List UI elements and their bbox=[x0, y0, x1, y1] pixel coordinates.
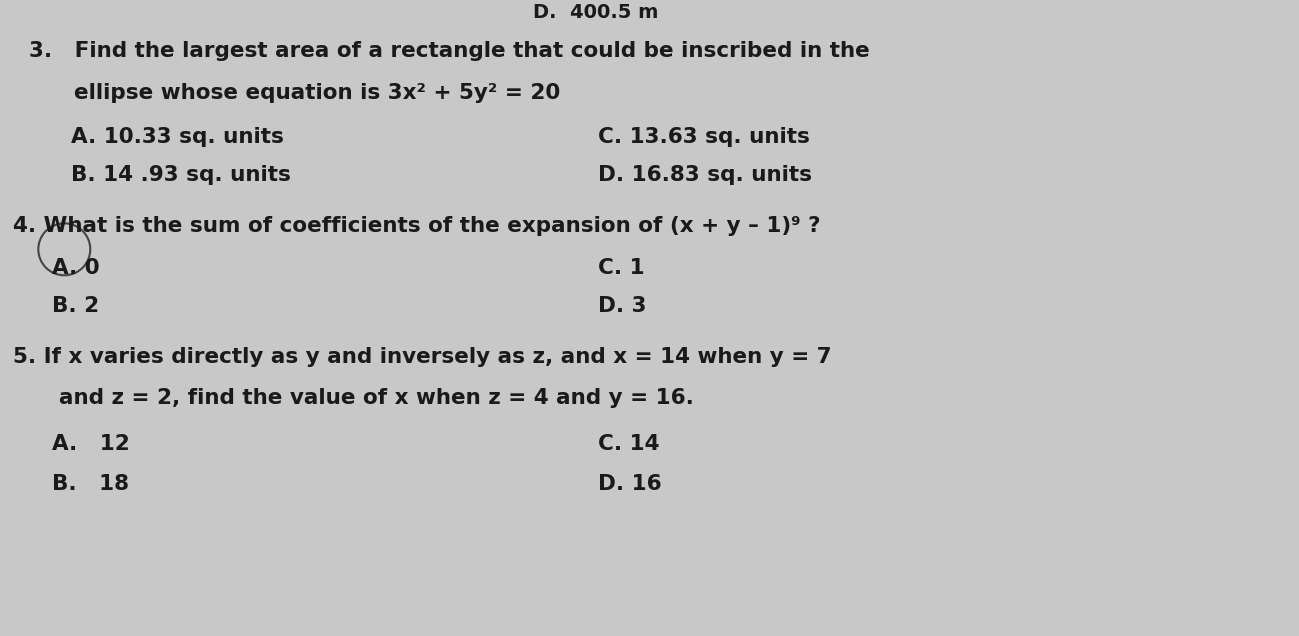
Text: C. 14: C. 14 bbox=[598, 434, 659, 453]
Text: A.   12: A. 12 bbox=[52, 434, 130, 453]
Text: 3.   Find the largest area of a rectangle that could be inscribed in the: 3. Find the largest area of a rectangle … bbox=[29, 41, 869, 61]
Text: 4. What is the sum of coefficients of the expansion of (x + y – 1)⁹ ?: 4. What is the sum of coefficients of th… bbox=[13, 216, 821, 236]
Text: B. 14 .93 sq. units: B. 14 .93 sq. units bbox=[71, 165, 291, 185]
Text: A. 10.33 sq. units: A. 10.33 sq. units bbox=[71, 127, 284, 147]
Text: C. 1: C. 1 bbox=[598, 258, 644, 277]
Text: B. 2: B. 2 bbox=[52, 296, 99, 315]
Text: ellipse whose equation is 3x² + 5y² = 20: ellipse whose equation is 3x² + 5y² = 20 bbox=[29, 83, 560, 102]
Text: D.  400.5 m: D. 400.5 m bbox=[533, 3, 659, 22]
Text: and z = 2, find the value of x when z = 4 and y = 16.: and z = 2, find the value of x when z = … bbox=[29, 388, 694, 408]
Text: D. 16.83 sq. units: D. 16.83 sq. units bbox=[598, 165, 812, 185]
Text: B.   18: B. 18 bbox=[52, 474, 129, 494]
Text: A. 0: A. 0 bbox=[52, 258, 100, 277]
Text: D. 16: D. 16 bbox=[598, 474, 661, 494]
Text: D. 3: D. 3 bbox=[598, 296, 646, 315]
Text: C. 13.63 sq. units: C. 13.63 sq. units bbox=[598, 127, 809, 147]
Text: 5. If x varies directly as y and inversely as z, and x = 14 when y = 7: 5. If x varies directly as y and inverse… bbox=[13, 347, 831, 366]
